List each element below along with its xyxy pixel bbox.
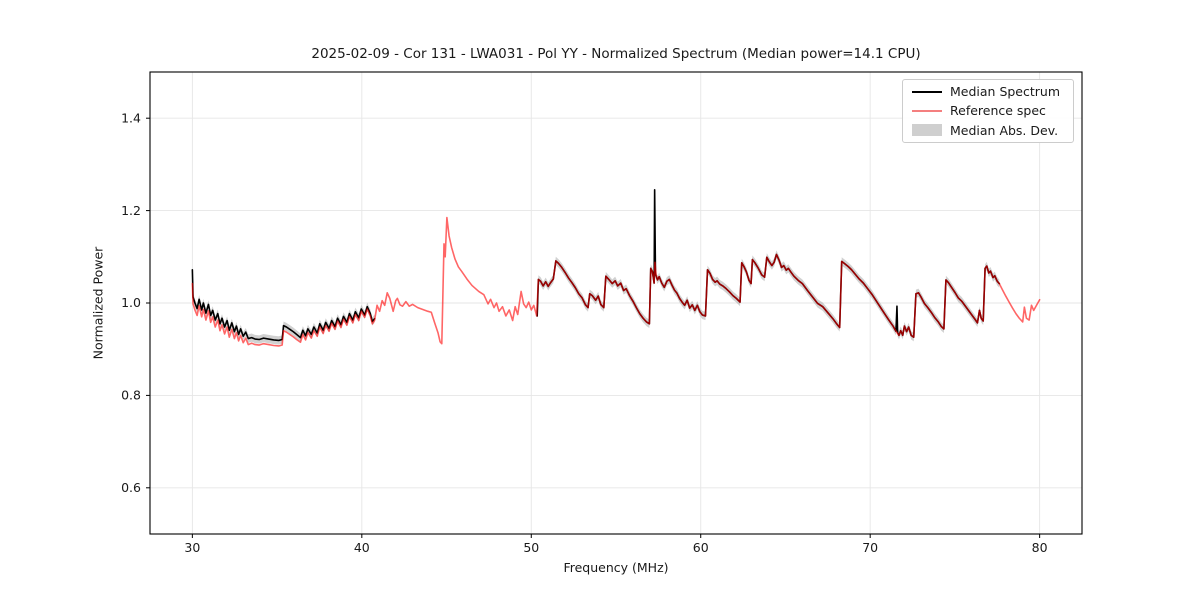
- x-axis-label: Frequency (MHz): [563, 560, 669, 575]
- svg-text:1.0: 1.0: [121, 295, 141, 310]
- svg-text:1.4: 1.4: [121, 110, 141, 125]
- svg-text:70: 70: [862, 540, 878, 555]
- reference-spec-line-swatch: [912, 109, 942, 112]
- legend-label: Reference spec: [950, 103, 1046, 119]
- svg-text:40: 40: [354, 540, 370, 555]
- legend-entry-median-spectrum: Median Spectrum: [912, 82, 1073, 101]
- chart-title: 2025-02-09 - Cor 131 - LWA031 - Pol YY -…: [311, 46, 921, 62]
- svg-text:80: 80: [1032, 540, 1048, 555]
- legend: Median Spectrum Reference spec Median Ab…: [902, 79, 1074, 143]
- svg-text:0.8: 0.8: [121, 388, 141, 403]
- reference-spec-line: [191, 216, 1041, 347]
- svg-text:0.6: 0.6: [121, 480, 141, 495]
- y-axis-label: Normalized Power: [90, 246, 106, 360]
- median-spectrum-line-swatch: [912, 90, 942, 93]
- legend-label: Median Abs. Dev.: [950, 122, 1059, 138]
- median-spectrum-line: [191, 189, 1001, 342]
- mad-band: [192, 185, 1000, 345]
- gridlines: [150, 72, 1082, 534]
- mad-patch-swatch: [912, 124, 942, 137]
- svg-text:60: 60: [693, 540, 709, 555]
- svg-text:30: 30: [184, 540, 200, 555]
- legend-label: Median Spectrum: [950, 84, 1061, 100]
- tick-marks-and-labels: 30 40 50 60 70 80 0.6 0.8 1.0 1.2 1.4: [121, 110, 1048, 555]
- legend-entry-reference-spec: Reference spec: [912, 101, 1073, 120]
- svg-text:1.2: 1.2: [121, 203, 141, 218]
- legend-entry-median-abs-dev: Median Abs. Dev.: [912, 121, 1073, 140]
- svg-text:50: 50: [523, 540, 539, 555]
